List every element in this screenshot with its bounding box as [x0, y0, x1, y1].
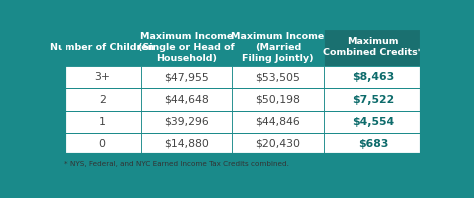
- Bar: [324, 89, 422, 111]
- Text: $44,846: $44,846: [255, 117, 300, 127]
- Text: Number of Children: Number of Children: [50, 43, 155, 52]
- Bar: [141, 89, 232, 111]
- Bar: [64, 89, 141, 111]
- Text: $44,648: $44,648: [164, 94, 209, 105]
- Bar: [141, 28, 232, 66]
- Text: 2: 2: [99, 94, 106, 105]
- Bar: [64, 133, 141, 155]
- Text: $7,522: $7,522: [352, 94, 394, 105]
- Text: Maximum Income
(Married
Filing Jointly): Maximum Income (Married Filing Jointly): [231, 32, 325, 63]
- Text: $20,430: $20,430: [255, 139, 301, 149]
- Bar: [232, 133, 324, 155]
- Text: $14,880: $14,880: [164, 139, 209, 149]
- Text: 3+: 3+: [94, 72, 110, 82]
- Bar: [232, 89, 324, 111]
- Bar: [324, 111, 422, 133]
- Text: 0: 0: [99, 139, 106, 149]
- Text: $53,505: $53,505: [255, 72, 301, 82]
- Text: $50,198: $50,198: [255, 94, 301, 105]
- Text: $47,955: $47,955: [164, 72, 209, 82]
- Bar: [141, 133, 232, 155]
- Text: 1: 1: [99, 117, 106, 127]
- Bar: [64, 28, 141, 66]
- Bar: [141, 111, 232, 133]
- Bar: [64, 28, 422, 155]
- Text: $4,554: $4,554: [352, 117, 394, 127]
- Bar: [324, 28, 422, 66]
- Text: Maximum
Combined Credits*: Maximum Combined Credits*: [323, 37, 423, 57]
- Bar: [64, 111, 141, 133]
- Text: $8,463: $8,463: [352, 72, 394, 82]
- Text: $39,296: $39,296: [164, 117, 209, 127]
- Bar: [141, 66, 232, 89]
- Text: * NYS, Federal, and NYC Earned Income Tax Credits combined.: * NYS, Federal, and NYC Earned Income Ta…: [64, 161, 289, 167]
- Bar: [324, 66, 422, 89]
- Text: $683: $683: [358, 139, 388, 149]
- Bar: [64, 66, 141, 89]
- Bar: [232, 28, 324, 66]
- Bar: [324, 133, 422, 155]
- Bar: [232, 66, 324, 89]
- Text: Maximum Income
(Single or Head of
Household): Maximum Income (Single or Head of Househ…: [138, 32, 235, 63]
- Bar: [232, 111, 324, 133]
